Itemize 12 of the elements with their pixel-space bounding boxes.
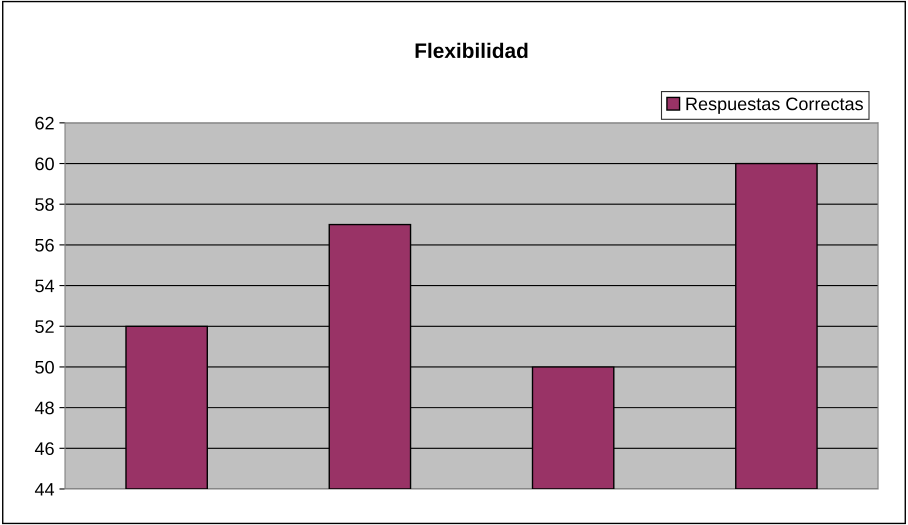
- chart-title: Flexibilidad: [416, 42, 528, 58]
- y-tick-label: 44: [34, 483, 54, 496]
- y-tick-label: 50: [35, 360, 54, 374]
- y-tick-label: 48: [34, 402, 54, 414]
- y-tick-label: 60: [35, 157, 54, 170]
- y-tick-label: 54: [35, 280, 54, 292]
- y-tick-label: 58: [35, 198, 54, 211]
- y-tick-label: 52: [35, 320, 54, 333]
- legend-label: Respuestas Correctas: [686, 97, 863, 114]
- y-tick-label: 56: [35, 238, 54, 252]
- y-tick-label: 62: [35, 116, 54, 130]
- y-tick-label: 46: [34, 442, 54, 456]
